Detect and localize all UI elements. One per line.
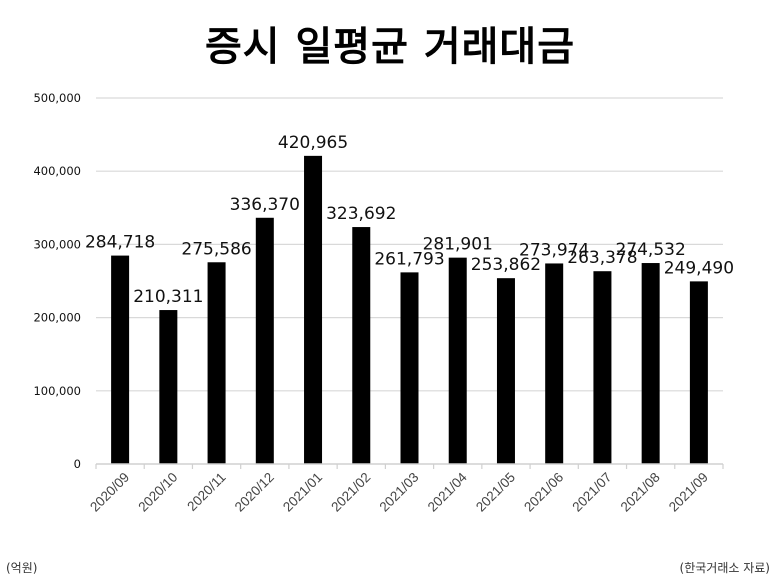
data-labels: 284,718 210,311 275,586 336,370 420,965 323,6… bbox=[85, 133, 734, 307]
unit-note: (억원) bbox=[6, 561, 38, 575]
data-label: 420,965 bbox=[278, 133, 348, 153]
y-tick-label: 500,000 bbox=[33, 91, 81, 105]
data-label: 274,532 bbox=[615, 240, 685, 260]
x-tick-label: 2020/12 bbox=[232, 470, 277, 515]
bar bbox=[207, 262, 226, 464]
x-tick-label: 2020/10 bbox=[135, 470, 180, 515]
bar bbox=[352, 227, 371, 464]
x-tick-label: 2021/07 bbox=[569, 470, 614, 515]
bar bbox=[689, 281, 708, 464]
y-tick-label: 300,000 bbox=[33, 237, 81, 251]
x-tick-label: 2021/06 bbox=[521, 470, 566, 515]
data-label: 275,586 bbox=[181, 239, 251, 259]
x-axis: 2020/09 2020/10 2020/11 2020/12 2021/01 2021/… bbox=[87, 463, 724, 515]
data-label: 323,692 bbox=[326, 204, 396, 224]
data-label: 210,311 bbox=[133, 287, 203, 307]
bar bbox=[400, 272, 419, 464]
y-tick-label: 400,000 bbox=[33, 164, 81, 178]
bars bbox=[111, 155, 708, 464]
x-tick-label: 2020/11 bbox=[184, 470, 228, 514]
source-note: (한국거래소 자료) bbox=[679, 561, 770, 575]
x-tick-label: 2021/04 bbox=[425, 469, 470, 514]
bar bbox=[448, 257, 467, 464]
x-tick-label: 2021/02 bbox=[328, 470, 373, 515]
data-label: 261,793 bbox=[374, 249, 444, 269]
y-tick-label: 100,000 bbox=[33, 384, 81, 398]
data-label: 273,974 bbox=[519, 240, 589, 260]
x-tick-label: 2021/03 bbox=[376, 470, 421, 515]
y-tick-label: 0 bbox=[74, 457, 81, 471]
x-tick-label: 2020/09 bbox=[87, 470, 132, 515]
data-label: 253,862 bbox=[471, 255, 541, 275]
bar bbox=[593, 271, 612, 464]
bar bbox=[111, 255, 130, 464]
x-tick-label: 2021/05 bbox=[473, 470, 518, 515]
data-label: 284,718 bbox=[85, 233, 155, 253]
x-tick-label: 2021/01 bbox=[280, 470, 325, 515]
y-axis: 0 100,000 200,000 300,000 400,000 500,000 bbox=[33, 91, 81, 471]
bar bbox=[255, 217, 274, 464]
bar bbox=[641, 263, 660, 464]
data-label: 281,901 bbox=[423, 235, 493, 255]
bar bbox=[496, 278, 515, 464]
data-label: 249,490 bbox=[664, 258, 734, 278]
bar bbox=[545, 263, 564, 464]
bar bbox=[304, 155, 323, 464]
x-tick-label: 2021/09 bbox=[666, 470, 711, 515]
chart-title: 증시 일평균 거래대금 bbox=[204, 24, 576, 70]
y-tick-label: 200,000 bbox=[33, 311, 81, 325]
data-label: 336,370 bbox=[230, 195, 300, 215]
x-tick-label: 2021/08 bbox=[618, 470, 663, 515]
bar bbox=[159, 310, 178, 464]
data-label: 263,378 bbox=[567, 248, 637, 268]
